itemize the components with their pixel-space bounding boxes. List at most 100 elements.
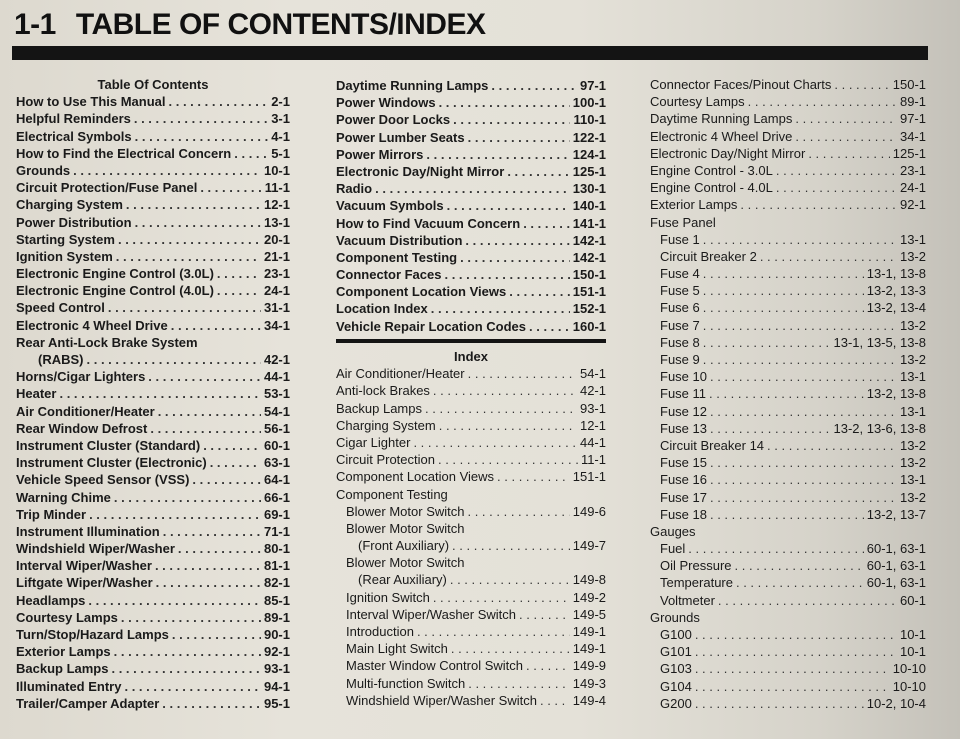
dot-leader: [710, 454, 897, 471]
entry-page: 13-2, 13-7: [866, 506, 926, 522]
entry-row: Radio 130-1: [336, 180, 606, 197]
dot-leader: [695, 678, 890, 695]
entry-row: Ignition Switch 149-2: [336, 589, 606, 606]
entry-row: Power Mirrors 124-1: [336, 146, 606, 163]
dot-leader: [171, 317, 261, 334]
entry-row: Cigar Lighter 44-1: [336, 434, 606, 451]
entry-page: 34-1: [263, 317, 290, 333]
dot-leader: [439, 417, 577, 434]
entry-page: 100-1: [572, 95, 606, 111]
entry-page: 60-1: [899, 592, 926, 608]
entry-page: 110-1: [573, 112, 606, 128]
entry-row: (RABS) 42-1: [16, 351, 290, 368]
entry-row: Component Location Views 151-1: [336, 283, 606, 300]
dot-leader: [439, 94, 570, 111]
entry-row: How to Find the Electrical Concern 5-1: [16, 145, 290, 162]
dot-leader: [135, 214, 261, 231]
entry-label: Fuse 18: [660, 506, 707, 522]
dot-leader: [497, 468, 570, 485]
entry-label: Fuse 15: [660, 455, 707, 471]
entry-row: Interval Wiper/Washer 81-1: [16, 557, 290, 574]
entry-row: G200 10-2, 10-4: [650, 695, 926, 712]
entry-page: 125-1: [572, 163, 606, 179]
entry-page: 93-1: [579, 400, 606, 416]
entry-row: Engine Control - 4.0L 24-1: [650, 179, 926, 196]
dot-leader: [453, 111, 570, 128]
dot-leader: [703, 351, 897, 368]
entry-row: Anti-lock Brakes 42-1: [336, 382, 606, 399]
entry-page: 151-1: [572, 469, 606, 485]
entry-label: Fuse 16: [660, 472, 707, 488]
entry-row: Instrument Cluster (Standard) 60-1: [16, 437, 290, 454]
entry-row: Exterior Lamps 92-1: [16, 643, 290, 660]
entry-label: Engine Control - 3.0L: [650, 162, 773, 178]
dot-leader: [695, 626, 897, 643]
dot-leader: [155, 557, 261, 574]
entry-page: 81-1: [263, 558, 290, 574]
dot-leader: [178, 540, 261, 557]
entry-label: Cigar Lighter: [336, 434, 411, 450]
dot-leader: [740, 196, 897, 213]
entry-row: Trip Minder 69-1: [16, 506, 290, 523]
entry-row: Blower Motor Switch 149-6: [336, 503, 606, 520]
dot-leader: [710, 489, 897, 506]
entry-row: Multi-function Switch 149-3: [336, 675, 606, 692]
dot-leader: [703, 299, 864, 316]
entry-row: Vehicle Speed Sensor (VSS) 64-1: [16, 471, 290, 488]
entry-row: Master Window Control Switch 149-9: [336, 657, 606, 674]
entry-page: 90-1: [263, 627, 290, 642]
page-heading: TABLE OF CONTENTS/INDEX: [75, 8, 486, 41]
entry-label: Fuse 11: [660, 386, 707, 402]
entry-page: 63-1: [263, 455, 290, 471]
dot-leader: [695, 695, 864, 712]
entry-page: 94-1: [263, 678, 290, 694]
entry-label: Helpful Reminders: [16, 111, 131, 127]
entry-row: Main Light Switch 149-1: [336, 640, 606, 657]
dot-leader: [748, 93, 897, 110]
dot-leader: [776, 179, 897, 196]
entry-row: How to Use This Manual 2-1: [16, 93, 290, 110]
dot-leader: [710, 368, 897, 385]
entry-row: Fuel 60-1, 63-1: [650, 540, 926, 557]
entry-label: Voltmeter: [660, 592, 715, 608]
entry-label: Engine Control - 4.0L: [650, 180, 773, 196]
entry-page: 4-1: [271, 128, 290, 144]
entry-label: Turn/Stop/Hazard Lamps: [16, 627, 169, 642]
entry-row: Instrument Illumination 71-1: [16, 523, 290, 540]
dot-leader: [507, 163, 569, 180]
entry-page: 5-1: [271, 145, 290, 161]
dot-leader: [124, 678, 261, 695]
dot-leader: [468, 129, 570, 146]
entry-label: G104: [660, 678, 692, 694]
entry-label: Power Lumber Seats: [336, 129, 465, 145]
entry-row: Connector Faces 150-1: [336, 266, 606, 283]
dot-leader: [465, 232, 569, 249]
entry-page: 142-1: [572, 232, 606, 248]
entry-row: Interval Wiper/Washer Switch 149-5: [336, 606, 606, 623]
entry-row: Heater 53-1: [16, 385, 290, 402]
entry-page: 92-1: [899, 197, 926, 213]
entry-label: Fuse 7: [660, 317, 700, 333]
entry-row: Circuit Breaker 14 13-2: [650, 437, 926, 454]
entry-row: G104 10-10: [650, 678, 926, 695]
dot-leader: [450, 571, 570, 588]
dot-leader: [519, 606, 570, 623]
dot-leader: [710, 403, 897, 420]
dot-leader: [158, 403, 261, 420]
entry-page: 13-2: [899, 489, 926, 505]
entry-label: (RABS): [38, 352, 84, 367]
dot-leader: [509, 283, 570, 300]
dot-leader: [87, 351, 261, 368]
entry-row: Power Lumber Seats 122-1: [336, 129, 606, 146]
entry-label: Main Light Switch: [346, 641, 448, 657]
entry-row: Fuse 11 13-2, 13-8: [650, 385, 926, 402]
entry-row: Fuse 6 13-2, 13-4: [650, 299, 926, 316]
entry-label: Fuse 1: [660, 231, 700, 247]
entry-row: Fuse Panel: [650, 214, 926, 231]
page-title: 1-1 TABLE OF CONTENTS/INDEX: [14, 8, 486, 42]
entry-label: Fuse 17: [660, 489, 707, 505]
entry-label: (Rear Auxiliary): [358, 572, 447, 588]
entry-page: 13-2: [899, 352, 926, 367]
dot-leader: [710, 420, 831, 437]
entry-label: Electronic Engine Control (3.0L): [16, 266, 214, 282]
